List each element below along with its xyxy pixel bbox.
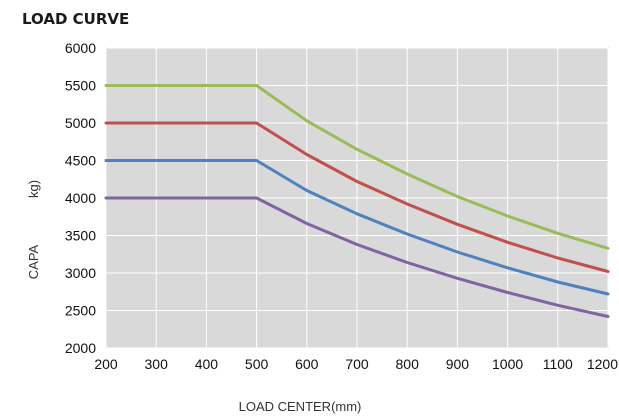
y-tick-4: 4000 (65, 190, 96, 206)
series-line-1 (104, 121, 610, 273)
series-line-3 (104, 196, 610, 318)
y-tick-7: 5500 (65, 78, 96, 94)
y-tick-labels: 2000 2500 3000 3500 4000 4500 5000 5500 6000 (65, 40, 96, 356)
y-tick-8: 6000 (65, 40, 96, 56)
x-tick-8: 1000 (492, 356, 523, 372)
y-tick-5: 4500 (65, 153, 96, 169)
y-tick-0: 2000 (65, 340, 96, 356)
series-line-2 (104, 159, 610, 296)
y-tick-6: 5000 (65, 115, 96, 131)
y-axis-label-unit: kg) (26, 180, 41, 198)
x-tick-4: 600 (295, 356, 319, 372)
x-tick-1: 300 (145, 356, 169, 372)
y-tick-2: 3000 (65, 265, 96, 281)
x-tick-5: 700 (345, 356, 369, 372)
series-lines (104, 84, 610, 318)
y-tick-1: 2500 (65, 303, 96, 319)
y-axis-label-name: CAPA (26, 244, 41, 279)
grid-lines (105, 47, 609, 349)
x-tick-9: 1100 (543, 356, 573, 372)
x-tick-0: 200 (94, 356, 118, 372)
series-line-0 (104, 84, 610, 250)
x-tick-labels: 200 300 400 500 600 700 800 900 1000 1100 1200 (94, 356, 618, 372)
x-tick-3: 500 (245, 356, 269, 372)
x-tick-2: 400 (195, 356, 219, 372)
x-tick-10: 1200 (587, 356, 618, 372)
y-tick-3: 3500 (65, 228, 96, 244)
x-tick-7: 900 (446, 356, 470, 372)
x-tick-6: 800 (396, 356, 420, 372)
chart-title: LOAD CURVE (22, 10, 129, 28)
x-axis-label: LOAD CENTER(mm) (239, 399, 362, 414)
